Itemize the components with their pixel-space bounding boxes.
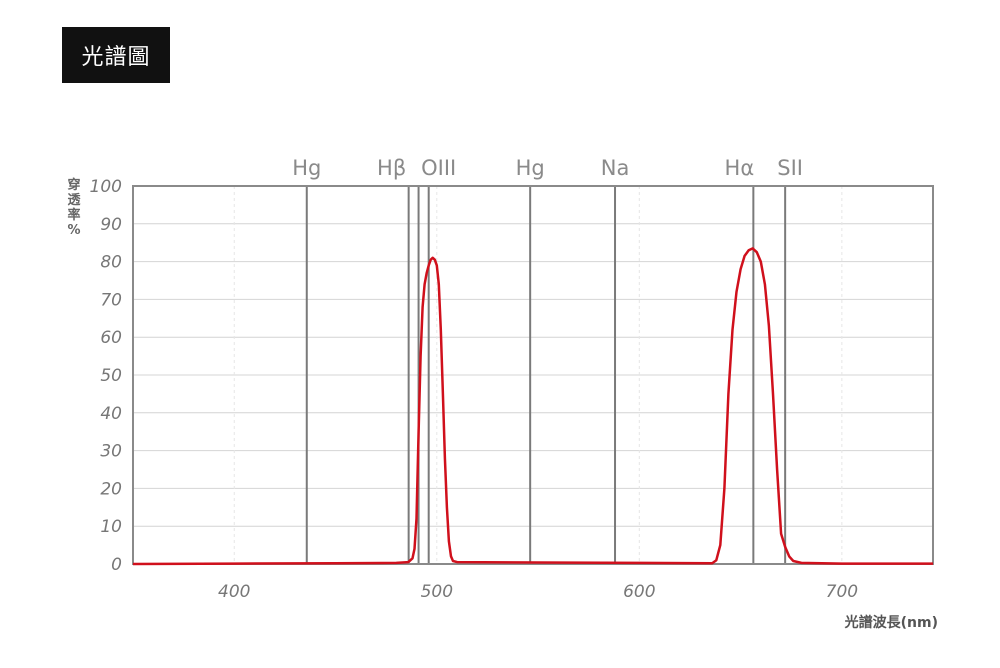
y-tick-label: 40: [100, 404, 122, 424]
spectral-line-label: Hα: [725, 156, 755, 180]
y-axis-label-char: 透: [67, 193, 81, 208]
x-tick-label: 500: [421, 582, 453, 602]
plot-frame: [132, 185, 934, 565]
y-tick-label: 90: [100, 215, 122, 235]
y-axis-label: 穿透率%: [64, 178, 84, 238]
y-tick-label: 0: [111, 555, 122, 575]
x-tick-label: 400: [218, 582, 250, 602]
spectral-line-label: OIII: [421, 156, 456, 180]
spectral-line-label: Hg: [516, 156, 545, 180]
transmission-curve: [132, 247, 933, 566]
y-tick-label: 70: [100, 290, 122, 310]
y-tick-label: 100: [90, 177, 122, 197]
y-tick-label: 50: [100, 366, 122, 386]
y-tick-label: 20: [100, 479, 122, 499]
y-axis-label-char: 穿: [67, 178, 81, 193]
spectral-line-label: Hβ: [377, 156, 406, 180]
spectral-line-label: Na: [601, 156, 630, 180]
y-tick-label: 10: [100, 517, 122, 537]
y-tick-label: 30: [100, 442, 122, 462]
x-tick-label: 700: [826, 582, 858, 602]
y-tick-label: 60: [100, 328, 122, 348]
y-axis-label-char: 率: [67, 208, 81, 223]
y-tick-label: 80: [100, 253, 122, 273]
x-tick-label: 600: [623, 582, 655, 602]
spectral-line-label: Hg: [292, 156, 321, 180]
x-axis-label: 光譜波長(nm): [844, 615, 938, 631]
page-title: 光譜圖: [62, 27, 170, 83]
y-axis-label-char: %: [67, 223, 81, 238]
spectral-line-label: SII: [777, 156, 803, 180]
